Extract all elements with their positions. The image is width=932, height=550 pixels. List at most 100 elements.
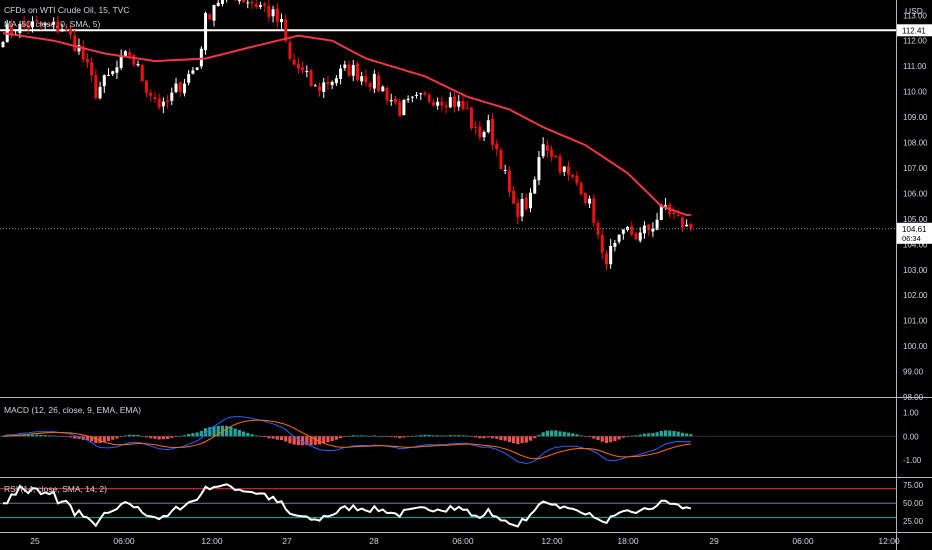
candle-body — [491, 118, 495, 146]
macd-histogram-bar — [322, 436, 326, 444]
candle-body — [583, 192, 587, 203]
macd-histogram-bar — [73, 436, 77, 439]
macd-histogram-bar — [1, 436, 5, 437]
macd-histogram-bar — [292, 436, 296, 445]
macd-histogram-bar — [47, 435, 52, 437]
macd-histogram-bar — [191, 433, 195, 437]
moving-average-series — [2, 32, 691, 216]
candle-body — [575, 175, 579, 184]
candle-body — [638, 232, 642, 241]
candle-body — [402, 100, 406, 116]
time-tick-label: 28 — [369, 536, 379, 546]
macd-histogram-bar — [313, 436, 317, 445]
currency-label: USD — [905, 6, 923, 16]
candle-body — [516, 203, 520, 218]
macd-histogram-bar — [562, 431, 566, 437]
macd-histogram-bar — [149, 436, 153, 439]
macd-histogram-bar — [119, 436, 123, 437]
macd-histogram-bar — [685, 433, 689, 437]
macd-histogram-bar — [170, 436, 174, 438]
macd-histogram-bar — [343, 436, 347, 437]
macd-histogram-bar — [132, 434, 136, 437]
symbol-legend[interactable]: CFDs on WTI Crude Oil, 15, TVC — [4, 5, 130, 15]
candle-body — [94, 75, 98, 99]
macd-histogram-bar — [495, 436, 499, 439]
candle-body — [499, 149, 503, 170]
candle-body — [537, 157, 541, 181]
candle-body — [153, 97, 157, 100]
candle-body — [77, 45, 81, 52]
macd-histogram-bar — [376, 435, 381, 437]
macd-histogram-bar — [427, 435, 431, 437]
price-tick-label: 99.00 — [903, 368, 924, 377]
candle-body — [360, 76, 364, 82]
macd-histogram-bar — [212, 426, 216, 437]
candle-body — [680, 217, 684, 228]
macd-histogram-bar — [305, 436, 309, 445]
candle-body — [309, 69, 313, 86]
ma-line — [2, 32, 691, 216]
macd-histogram-bar — [689, 434, 693, 437]
candle-body — [592, 198, 596, 223]
macd-histogram-bar — [288, 436, 292, 444]
macd-histogram-bar — [625, 436, 630, 437]
macd-histogram-bar — [233, 428, 237, 437]
macd-histogram-bar — [642, 433, 647, 437]
macd-histogram-bar — [676, 431, 680, 437]
macd-histogram-bar — [35, 434, 39, 437]
candle-body — [178, 82, 182, 92]
macd-histogram-bar — [440, 435, 444, 437]
macd-histogram-bar — [431, 435, 436, 437]
macd-histogram-bar — [157, 436, 161, 440]
macd-histogram-bar — [216, 425, 220, 437]
candle-body — [170, 92, 174, 101]
candle-body — [368, 83, 372, 88]
candle-body — [161, 101, 165, 107]
candle-body — [647, 224, 651, 231]
macd-pane — [0, 416, 896, 465]
macd-histogram-bar — [178, 436, 182, 437]
macd-histogram-bar — [136, 434, 140, 437]
macd-histogram-bar — [330, 436, 334, 441]
candle-body — [630, 226, 634, 235]
macd-histogram-bar — [672, 431, 676, 437]
candle-body — [588, 198, 592, 204]
macd-histogram-bar — [647, 433, 651, 437]
candle-body — [212, 4, 216, 21]
candle-body — [550, 149, 554, 158]
candle-body — [1, 41, 5, 48]
rsi-legend[interactable]: RSI (14, close, SMA, 14, 2) — [4, 484, 107, 494]
macd-histogram-bar — [140, 436, 144, 437]
candle-body — [182, 83, 186, 94]
candle-body — [254, 4, 258, 7]
macd-histogram-bar — [246, 432, 250, 437]
macd-histogram-bar — [241, 431, 246, 437]
time-tick-label: 25 — [30, 536, 40, 546]
macd-legend[interactable]: MACD (12, 26, close, 9, EMA, EMA) — [4, 405, 141, 415]
candle-body — [69, 29, 73, 35]
macd-histogram-bar — [203, 428, 208, 437]
macd-histogram-bar — [663, 430, 668, 437]
candle-body — [609, 245, 613, 265]
candle-body — [478, 126, 482, 138]
last-price-label: 104.61 — [902, 225, 927, 234]
candle-body — [689, 224, 693, 229]
price-tick-label: 112.00 — [903, 37, 927, 46]
candle-body — [655, 219, 659, 230]
candle-body — [216, 2, 220, 7]
candle-body — [651, 228, 655, 232]
candle-body — [444, 105, 448, 108]
macd-histogram-bar — [26, 434, 30, 437]
macd-histogram-bar — [659, 430, 663, 437]
macd-histogram-bar — [174, 436, 178, 437]
macd-histogram-bar — [128, 434, 132, 437]
macd-histogram-bar — [77, 436, 81, 439]
candle-body — [634, 233, 638, 240]
macd-histogram-bar — [153, 436, 157, 439]
price-axis: 113.00 112.00 111.00 110.00 109.00 108.00 107.… — [897, 6, 932, 526]
macd-histogram-bar — [301, 436, 305, 446]
macd-line — [2, 416, 691, 465]
candle-body — [457, 101, 461, 107]
ma-legend[interactable]: MA (50, close, 0, SMA, 5) — [4, 19, 101, 29]
